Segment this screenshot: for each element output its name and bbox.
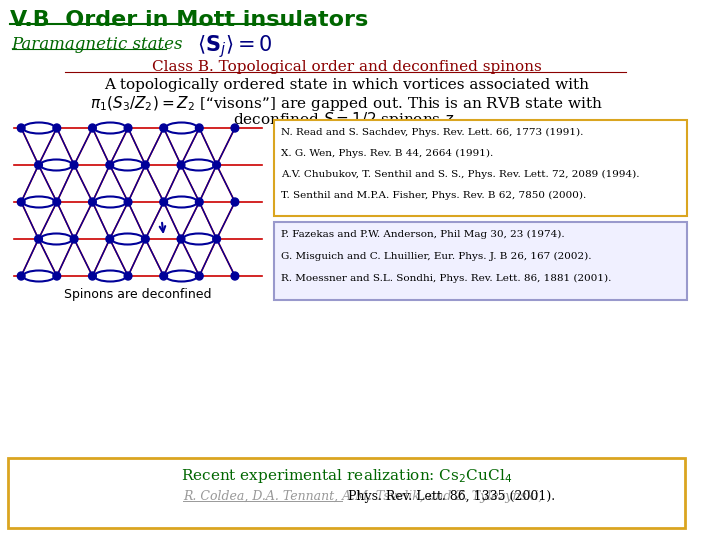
Circle shape bbox=[89, 272, 96, 280]
Circle shape bbox=[177, 235, 185, 243]
Ellipse shape bbox=[40, 233, 72, 245]
Circle shape bbox=[213, 161, 220, 169]
Text: X. G. Wen, Phys. Rev. B 44, 2664 (1991).: X. G. Wen, Phys. Rev. B 44, 2664 (1991). bbox=[281, 149, 493, 158]
Text: V.B  Order in Mott insulators: V.B Order in Mott insulators bbox=[9, 10, 368, 30]
Text: R. Coldea, D.A. Tennant, A.M. Tsvelik, and Z. Tylezynski,: R. Coldea, D.A. Tennant, A.M. Tsvelik, a… bbox=[183, 490, 542, 503]
Text: deconfined $S=1/2$ spinons $z_a$: deconfined $S=1/2$ spinons $z_a$ bbox=[233, 110, 460, 129]
Circle shape bbox=[142, 235, 149, 243]
Ellipse shape bbox=[94, 271, 126, 281]
Circle shape bbox=[53, 272, 60, 280]
Ellipse shape bbox=[166, 271, 197, 281]
FancyBboxPatch shape bbox=[8, 458, 685, 528]
Text: $\langle \mathbf{S}_j \rangle = 0$: $\langle \mathbf{S}_j \rangle = 0$ bbox=[197, 33, 273, 60]
Circle shape bbox=[89, 198, 96, 206]
Ellipse shape bbox=[23, 123, 55, 133]
Circle shape bbox=[142, 161, 149, 169]
Circle shape bbox=[231, 124, 239, 132]
Text: Spinons are deconfined: Spinons are deconfined bbox=[64, 288, 212, 301]
Circle shape bbox=[17, 272, 25, 280]
Circle shape bbox=[124, 272, 132, 280]
Circle shape bbox=[89, 124, 96, 132]
Ellipse shape bbox=[94, 123, 126, 133]
Text: Recent experimental realization: Cs$_2$CuCl$_4$: Recent experimental realization: Cs$_2$C… bbox=[181, 467, 512, 485]
Text: $\pi_1(S_3/Z_2)=Z_2$ [“visons”] are gapped out. This is an RVB state with: $\pi_1(S_3/Z_2)=Z_2$ [“visons”] are gapp… bbox=[90, 94, 603, 113]
Ellipse shape bbox=[183, 233, 215, 245]
Circle shape bbox=[17, 124, 25, 132]
Text: A.V. Chubukov, T. Senthil and S. S., Phys. Rev. Lett. 72, 2089 (1994).: A.V. Chubukov, T. Senthil and S. S., Phy… bbox=[281, 170, 639, 179]
Ellipse shape bbox=[94, 197, 126, 207]
Ellipse shape bbox=[166, 123, 197, 133]
Circle shape bbox=[177, 161, 185, 169]
Text: R. Moessner and S.L. Sondhi, Phys. Rev. Lett. 86, 1881 (2001).: R. Moessner and S.L. Sondhi, Phys. Rev. … bbox=[281, 274, 611, 283]
FancyBboxPatch shape bbox=[274, 120, 688, 216]
Circle shape bbox=[35, 161, 42, 169]
Circle shape bbox=[71, 161, 78, 169]
Circle shape bbox=[106, 235, 114, 243]
Circle shape bbox=[231, 198, 239, 206]
Ellipse shape bbox=[23, 271, 55, 281]
Text: T. Senthil and M.P.A. Fisher, Phys. Rev. B 62, 7850 (2000).: T. Senthil and M.P.A. Fisher, Phys. Rev.… bbox=[281, 191, 586, 200]
FancyBboxPatch shape bbox=[274, 222, 688, 300]
Circle shape bbox=[71, 235, 78, 243]
Circle shape bbox=[160, 198, 168, 206]
Ellipse shape bbox=[112, 233, 143, 245]
Circle shape bbox=[195, 124, 203, 132]
Text: Class B. Topological order and deconfined spinons: Class B. Topological order and deconfine… bbox=[152, 60, 541, 74]
Text: Paramagnetic states: Paramagnetic states bbox=[12, 36, 183, 53]
Circle shape bbox=[17, 198, 25, 206]
Circle shape bbox=[53, 198, 60, 206]
Text: N. Read and S. Sachdev, Phys. Rev. Lett. 66, 1773 (1991).: N. Read and S. Sachdev, Phys. Rev. Lett.… bbox=[281, 128, 583, 137]
Ellipse shape bbox=[112, 159, 143, 171]
Ellipse shape bbox=[23, 197, 55, 207]
Circle shape bbox=[106, 161, 114, 169]
Circle shape bbox=[195, 272, 203, 280]
Circle shape bbox=[160, 272, 168, 280]
Ellipse shape bbox=[183, 159, 215, 171]
Circle shape bbox=[160, 124, 168, 132]
Text: G. Misguich and C. Lhuillier, Eur. Phys. J. B 26, 167 (2002).: G. Misguich and C. Lhuillier, Eur. Phys.… bbox=[281, 252, 592, 261]
Ellipse shape bbox=[166, 197, 197, 207]
Circle shape bbox=[53, 124, 60, 132]
Circle shape bbox=[231, 272, 239, 280]
Circle shape bbox=[195, 198, 203, 206]
Text: A topologically ordered state in which vortices associated with: A topologically ordered state in which v… bbox=[104, 78, 589, 92]
Text: P. Fazekas and P.W. Anderson, Phil Mag 30, 23 (1974).: P. Fazekas and P.W. Anderson, Phil Mag 3… bbox=[281, 230, 564, 239]
Circle shape bbox=[124, 124, 132, 132]
Circle shape bbox=[213, 235, 220, 243]
Circle shape bbox=[124, 198, 132, 206]
Text: Phys. Rev. Lett. 86, 1335 (2001).: Phys. Rev. Lett. 86, 1335 (2001). bbox=[343, 490, 555, 503]
Ellipse shape bbox=[40, 159, 72, 171]
Circle shape bbox=[35, 235, 42, 243]
